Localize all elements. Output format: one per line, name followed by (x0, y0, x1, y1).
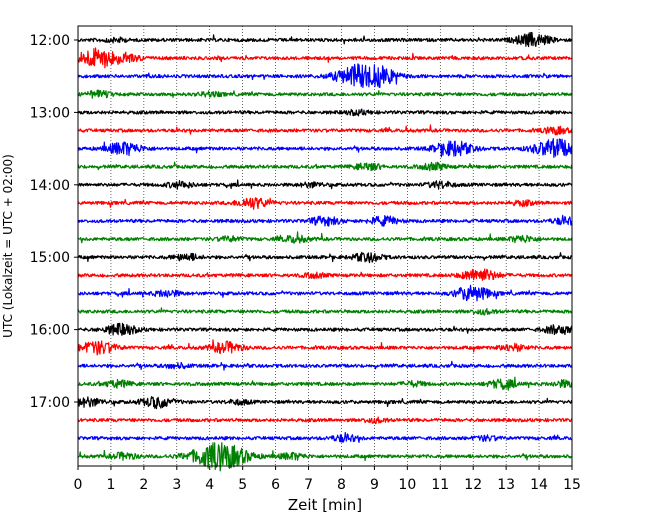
trace-1245 (77, 89, 573, 99)
trace-1330 (77, 138, 573, 159)
trace-1630 (77, 360, 573, 371)
x-tick-label: 4 (205, 477, 214, 493)
x-tick-label: 3 (172, 477, 181, 493)
trace-1730 (77, 431, 573, 443)
x-axis-label: Zeit [min] (288, 496, 362, 514)
trace-1415 (77, 197, 573, 210)
x-tick-label: 5 (238, 477, 247, 493)
trace-1715 (77, 416, 573, 425)
trace-1345 (77, 161, 573, 172)
trace-1215 (77, 47, 573, 69)
y-tick-label: 16:00 (30, 323, 70, 339)
trace-1445 (77, 231, 573, 244)
x-tick-label: 10 (398, 477, 416, 493)
trace-1600 (77, 322, 573, 336)
trace-rows (77, 31, 573, 472)
trace-1315 (77, 124, 573, 136)
x-tick-label: 12 (464, 477, 482, 493)
x-tick-label: 8 (337, 477, 346, 493)
trace-1200 (77, 31, 573, 48)
y-axis-ticks: 12:00 13:00 14:00 15:00 16:00 17:00 (30, 33, 78, 411)
x-tick-label: 9 (370, 477, 379, 493)
trace-1400 (77, 179, 573, 190)
x-tick-label: 1 (106, 477, 115, 493)
trace-1500 (77, 251, 573, 264)
y-tick-label: 17:00 (30, 395, 70, 411)
x-tick-label: 11 (431, 477, 449, 493)
x-tick-label: 0 (74, 477, 83, 493)
x-tick-label: 15 (563, 477, 581, 493)
y-tick-label: 15:00 (30, 250, 70, 266)
x-tick-label: 6 (271, 477, 280, 493)
trace-1745 (77, 442, 573, 472)
trace-1515 (77, 268, 573, 281)
trace-1545 (77, 307, 573, 316)
trace-1645 (77, 376, 573, 391)
trace-1700 (77, 396, 573, 410)
grid-lines (110, 26, 540, 466)
x-axis-ticks: 0 1 2 3 4 5 6 7 8 9 10 11 12 13 14 15 (74, 466, 581, 493)
x-tick-label: 2 (139, 477, 148, 493)
y-axis-label: UTC (Lokalzeit = UTC + 02:00) (1, 154, 15, 338)
trace-1615 (77, 339, 573, 356)
x-tick-label: 7 (304, 477, 313, 493)
trace-1300 (77, 108, 573, 117)
trace-1230 (77, 63, 573, 89)
x-tick-label: 14 (530, 477, 548, 493)
trace-1430 (77, 214, 573, 227)
plot-frame (77, 25, 573, 467)
y-tick-label: 14:00 (30, 178, 70, 194)
x-tick-label: 13 (497, 477, 515, 493)
y-tick-label: 12:00 (30, 33, 70, 49)
y-tick-label: 13:00 (30, 105, 70, 121)
trace-1530 (77, 284, 573, 302)
